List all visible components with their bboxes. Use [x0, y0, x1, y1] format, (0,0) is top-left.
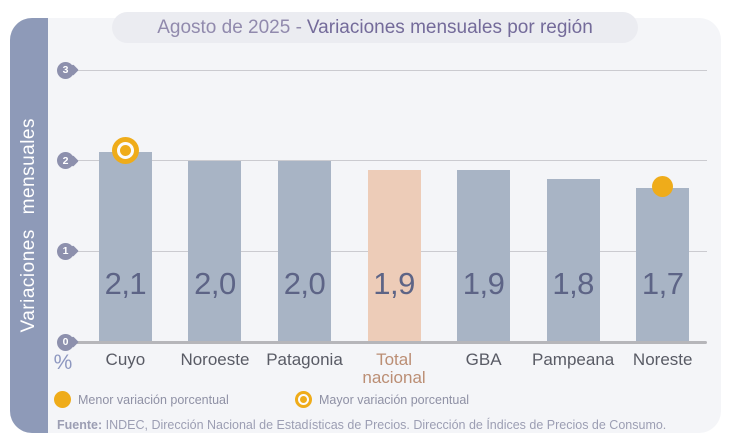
y-tick-label: 1: [62, 245, 69, 258]
max-value-marker-icon: [111, 136, 139, 164]
legend-item-menor: Menor variación porcentual: [54, 391, 229, 408]
x-tick-label-total-nacional: Total nacional: [362, 350, 426, 387]
x-tick-label-gba: GBA: [465, 350, 502, 369]
source-text: INDEC, Dirección Nacional de Estadística…: [102, 418, 667, 432]
tick-pointer-icon: [66, 64, 79, 76]
y-tick-marker-3: 3: [57, 61, 79, 79]
y-tick-label: 3: [62, 63, 69, 76]
percent-unit-label: %: [53, 351, 73, 374]
tick-pointer-icon: [66, 245, 79, 258]
bar-pampeana: 1,8: [546, 178, 600, 342]
bar-value-noreste: 1,7: [641, 265, 684, 301]
chart-title-subject: Variaciones mensuales por región: [306, 16, 593, 38]
legend-label-mayor: Mayor variación porcentual: [319, 392, 470, 407]
legend-item-mayor: Mayor variación porcentual: [295, 391, 469, 408]
x-tick-label-patagonia: Patagonia: [266, 350, 343, 369]
legend-label-menor: Menor variación porcentual: [78, 392, 229, 407]
bar-total-nacional: 1,9: [367, 169, 421, 342]
y-axis-title-band: Variaciones mensuales: [10, 18, 48, 433]
solid-dot-icon: [54, 391, 71, 408]
x-tick-label-cuyo: Cuyo: [105, 350, 146, 369]
bar-value-noroeste: 2,0: [194, 265, 236, 301]
bar-value-pampeana: 1,8: [552, 265, 594, 301]
y-tick-label: 0: [62, 335, 69, 348]
bar-patagonia: 2,0: [278, 160, 331, 342]
x-tick-label-pampeana: Pampeana: [532, 350, 615, 369]
tick-pointer-icon: [66, 155, 79, 167]
gridline-2: [76, 160, 707, 162]
bar-noreste: 1,7: [636, 187, 690, 342]
bar-gba: 1,9: [457, 169, 511, 342]
bar-value-patagonia: 2,0: [283, 265, 326, 301]
y-tick-marker-2: 2: [57, 152, 79, 170]
x-tick-label-noreste: Noreste: [632, 350, 693, 369]
gridline-3: [76, 69, 707, 71]
bar-noroeste: 2,0: [188, 160, 242, 342]
chart-title: Agosto de 2025 - Variaciones mensuales p…: [112, 12, 638, 43]
y-tick-marker-1: 1: [57, 242, 79, 260]
tick-pointer-icon: [66, 336, 79, 348]
bar-value-cuyo: 2,1: [104, 265, 147, 301]
min-value-marker-icon: [652, 176, 674, 198]
y-tick-label: 2: [62, 154, 69, 167]
bar-value-gba: 1,9: [462, 265, 505, 301]
y-tick-marker-0: 0: [57, 333, 79, 351]
chart-title-period: Agosto de 2025 -: [157, 16, 302, 38]
source-note: Fuente: INDEC, Dirección Nacional de Est…: [57, 418, 666, 432]
bar-cuyo: 2,1: [98, 151, 152, 342]
x-tick-label-noroeste: Noroeste: [180, 350, 250, 369]
bar-value-total-nacional: 1,9: [373, 265, 415, 301]
ring-dot-icon: [295, 391, 312, 408]
x-axis-baseline: [72, 340, 707, 344]
source-prefix: Fuente:: [57, 418, 103, 432]
